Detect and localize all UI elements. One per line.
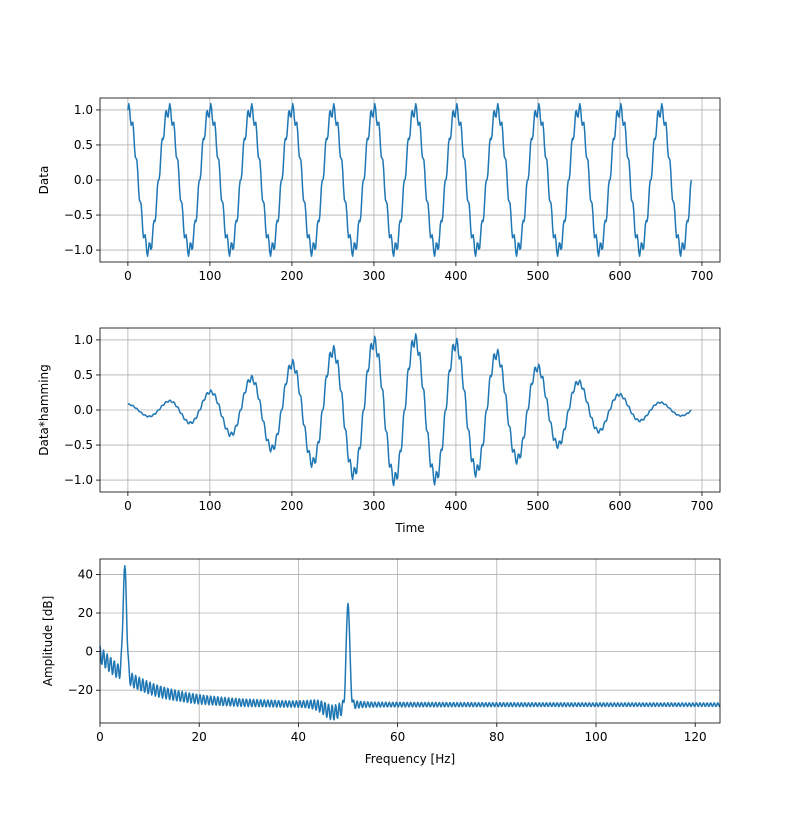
x-tick-label: 500 [526,499,549,513]
y-tick-label: 0.0 [74,173,93,187]
grid-group [100,98,720,262]
y-axis-label: Data [37,166,51,195]
y-tick-label: −0.5 [64,208,93,222]
y-axis-label: Data*hamming [37,364,51,456]
y-tick-label: −0.5 [64,438,93,452]
y-tick-label: 40 [78,567,93,581]
x-tick-label: 40 [291,730,306,744]
y-tick-label: 0.5 [74,368,93,382]
y-tick-label: 1.0 [74,333,93,347]
series-group [127,333,692,487]
ticks-group: 0 100 200 300 400 500 600 700 −1.0 −0.5 0.0 0.5 1.0 [64,103,714,283]
y-tick-label: 0.5 [74,138,93,152]
x-tick-label: 60 [390,730,405,744]
x-tick-label: 0 [124,499,132,513]
x-tick-label: 400 [444,499,467,513]
axes-frame [99,97,721,263]
ticks-group: 0 100 200 300 400 500 600 700 −1.0 −0.5 0.0 0.5 1.0 [64,333,714,513]
panel-windowed: 0 100 200 300 400 500 600 700−1.0−0.50.00.51.0 … [37,327,721,535]
x-tick-label: 100 [585,730,608,744]
panel-data: 0 100 200 300 400 500 600 700−1.0−0.50.00.51.0 … [37,97,721,283]
x-tick-label: 0 [124,269,132,283]
axes-frame [99,558,721,724]
series-group [127,103,693,257]
x-tick-label: 120 [684,730,707,744]
x-tick-label: 200 [280,269,303,283]
x-tick-label: 100 [198,499,221,513]
x-tick-label: 600 [608,499,631,513]
axes-frame [99,327,721,493]
series-group [99,565,721,721]
x-tick-label: 400 [444,269,467,283]
x-tick-label: 600 [608,269,631,283]
y-tick-label: 1.0 [74,103,93,117]
series-line-data [127,103,693,257]
series-line-spectrum [99,565,721,721]
x-tick-label: 700 [691,499,714,513]
y-tick-label: −20 [68,683,93,697]
y-axis-label: Amplitude [dB] [41,596,55,687]
x-tick-label: 100 [198,269,221,283]
ticks-group: 0 20 40 60 80 100 120 −20 0 20 40 [68,567,707,744]
series-line-data-hamming [127,333,692,487]
panel-spectrum: 0 20 40 60 80 100 120 −20 0 20 40 Amplitude [dB] F… [41,558,721,766]
x-tick-label: 300 [362,269,385,283]
x-tick-label: 20 [192,730,207,744]
y-tick-label: −1.0 [64,243,93,257]
y-tick-label: 0 [85,645,93,659]
x-tick-label: 500 [526,269,549,283]
x-axis-label: Frequency [Hz] [365,752,456,766]
grid-group [100,328,720,492]
x-tick-label: 0 [96,730,104,744]
y-tick-label: 20 [78,606,93,620]
y-tick-label: −1.0 [64,473,93,487]
x-tick-label: 80 [489,730,504,744]
y-tick-label: 0.0 [74,403,93,417]
x-tick-label: 700 [691,269,714,283]
x-tick-label: 300 [362,499,385,513]
x-axis-label: Time [394,521,424,535]
x-tick-label: 200 [280,499,303,513]
